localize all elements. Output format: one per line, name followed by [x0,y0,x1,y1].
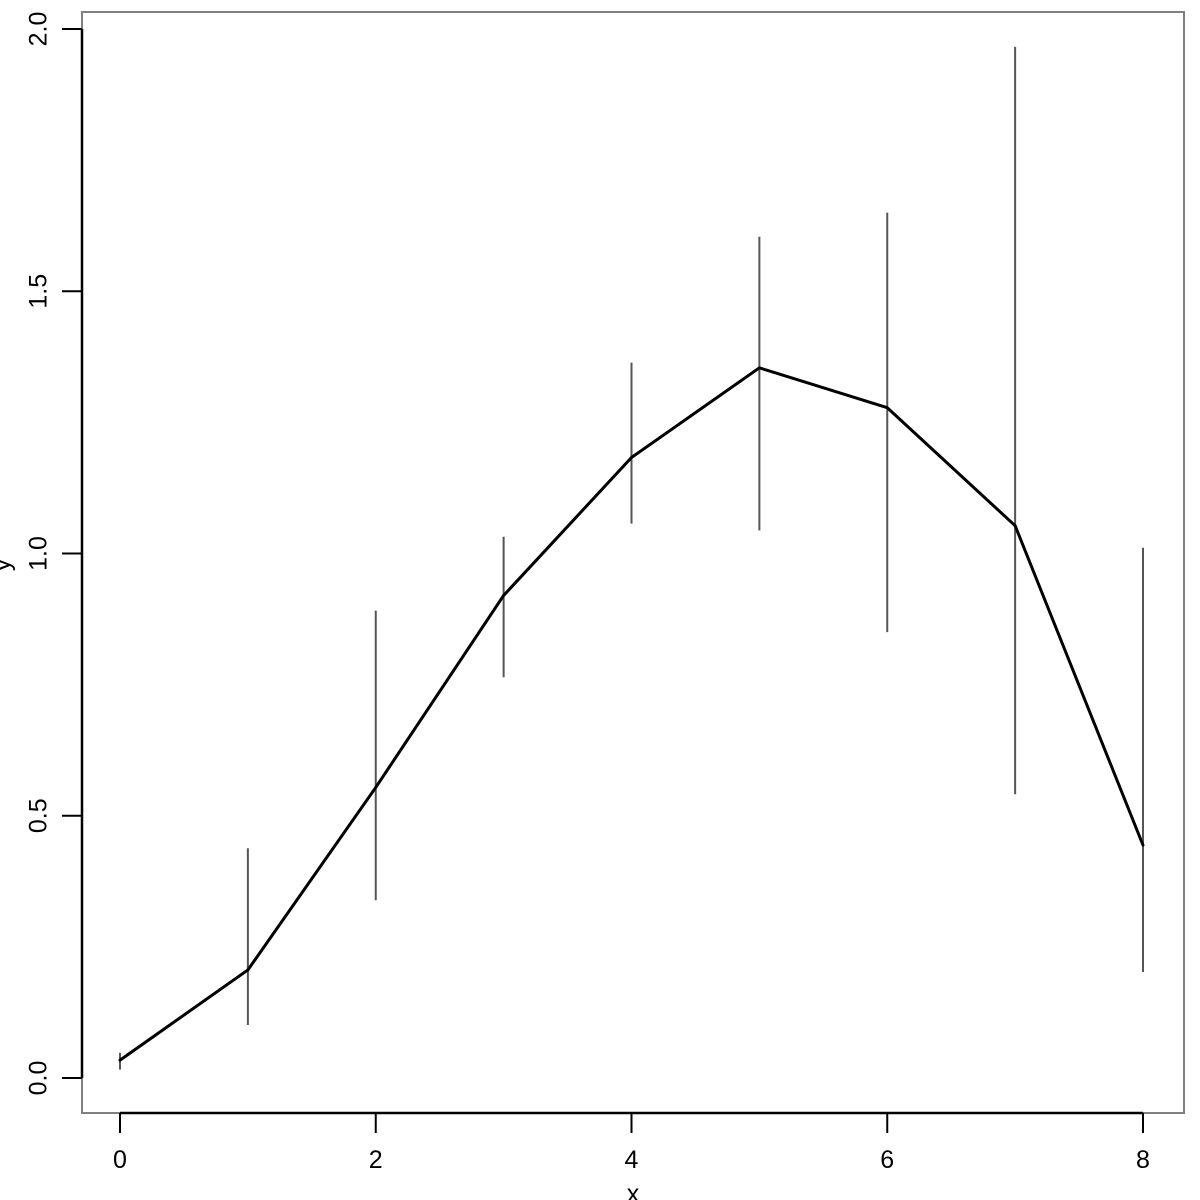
x-axis-title: x [627,1180,640,1200]
data-series-line [118,366,1145,1062]
x-tick-label-1: 2 [369,1146,383,1174]
x-tick-label-3: 6 [880,1146,894,1174]
x-tick-label-0: 0 [113,1146,127,1174]
x-axis-tick-labels: 0 2 4 6 8 [113,1146,1150,1174]
x-tick-label-2: 4 [625,1146,639,1174]
y-tick-label-2: 1.0 [25,536,53,571]
y-axis-title: y [0,558,16,571]
error-bars [119,46,1144,1070]
x-axis-ticks [119,1113,1144,1133]
y-tick-label-1: 0.5 [25,798,53,833]
y-tick-label-3: 1.5 [25,274,53,309]
x-tick-label-4: 8 [1136,1146,1150,1174]
y-axis-tick-labels: 0.0 0.5 1.0 1.5 2.0 [25,12,53,1096]
y-tick-label-0: 0.0 [25,1061,53,1096]
y-tick-label-4: 2.0 [25,12,53,47]
y-axis-ticks [62,28,82,1079]
